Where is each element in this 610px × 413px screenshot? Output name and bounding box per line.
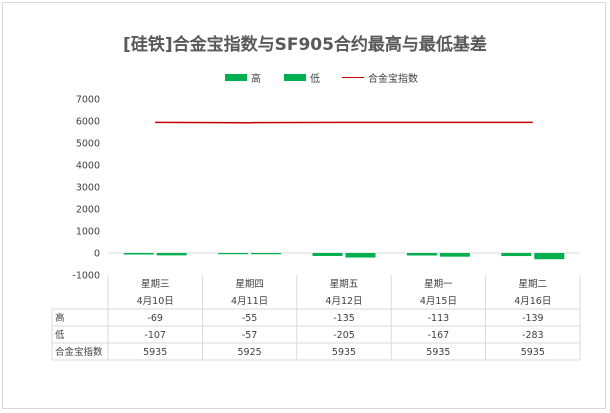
table-cell-value: -55 <box>242 313 258 324</box>
bar-low <box>345 253 376 258</box>
table-cell-value: -167 <box>428 330 450 341</box>
x-category-label: 星期五 <box>330 279 359 290</box>
bar-high <box>406 253 437 256</box>
bar-low <box>534 253 565 260</box>
legend-line-index <box>342 77 364 78</box>
bar-high <box>312 253 343 256</box>
legend-item-index: 合金宝指数 <box>342 70 418 85</box>
table-cell-value: 5935 <box>332 347 356 358</box>
table-cell-value: -113 <box>428 313 450 324</box>
x-category-date: 4月16日 <box>514 296 551 307</box>
bar-high <box>123 253 154 255</box>
y-tick-label: 1000 <box>76 227 100 238</box>
table-row-label: 合金宝指数 <box>55 346 103 358</box>
table-cell-value: 5935 <box>143 347 167 358</box>
table-cell-value: -107 <box>144 330 166 341</box>
legend-swatch-high <box>225 74 247 81</box>
bar-high <box>501 253 532 257</box>
chart-frame <box>2 2 606 409</box>
y-tick-label: 7000 <box>76 95 100 106</box>
table-row-label: 高 <box>55 312 65 324</box>
legend-item-high: 高 <box>225 70 261 85</box>
y-tick-label: 4000 <box>76 161 100 172</box>
y-tick-label: 2000 <box>76 205 100 216</box>
table-cell-value: -69 <box>147 313 163 324</box>
legend-label-high: 高 <box>251 74 261 85</box>
y-tick-label: 5000 <box>76 139 100 150</box>
legend-item-low: 低 <box>284 70 320 85</box>
table-cell-value: -57 <box>242 330 258 341</box>
legend-swatch-low <box>284 74 306 81</box>
x-category-label: 星期二 <box>519 279 548 290</box>
y-tick-label: -1000 <box>72 271 100 282</box>
table-cell-value: -283 <box>522 330 544 341</box>
y-tick-label: 3000 <box>76 183 100 194</box>
table-cell-value: 5935 <box>521 347 545 358</box>
x-category-date: 4月11日 <box>231 296 268 307</box>
legend-label-index: 合金宝指数 <box>368 74 418 85</box>
bar-low <box>439 253 470 257</box>
x-category-date: 4月15日 <box>420 296 457 307</box>
table-cell-value: -139 <box>522 313 544 324</box>
x-category-label: 星期四 <box>235 279 264 290</box>
bar-low <box>251 253 282 255</box>
x-category-date: 4月10日 <box>137 296 174 307</box>
x-category-label: 星期一 <box>424 279 453 290</box>
bar-low <box>156 253 187 256</box>
y-tick-label: 6000 <box>76 117 100 128</box>
table-cell-value: -135 <box>333 313 355 324</box>
chart-title: [硅铁]合金宝指数与SF905合约最高与最低基差 <box>123 35 487 55</box>
table-cell-value: 5935 <box>426 347 450 358</box>
x-category-date: 4月12日 <box>325 296 362 307</box>
table-cell-value: 5925 <box>238 347 262 358</box>
legend-label-low: 低 <box>310 74 320 85</box>
y-tick-label: 0 <box>94 249 100 260</box>
table-row-label: 低 <box>55 329 65 341</box>
x-category-label: 星期三 <box>141 279 170 290</box>
table-cell-value: -205 <box>333 330 355 341</box>
bar-high <box>218 253 249 255</box>
